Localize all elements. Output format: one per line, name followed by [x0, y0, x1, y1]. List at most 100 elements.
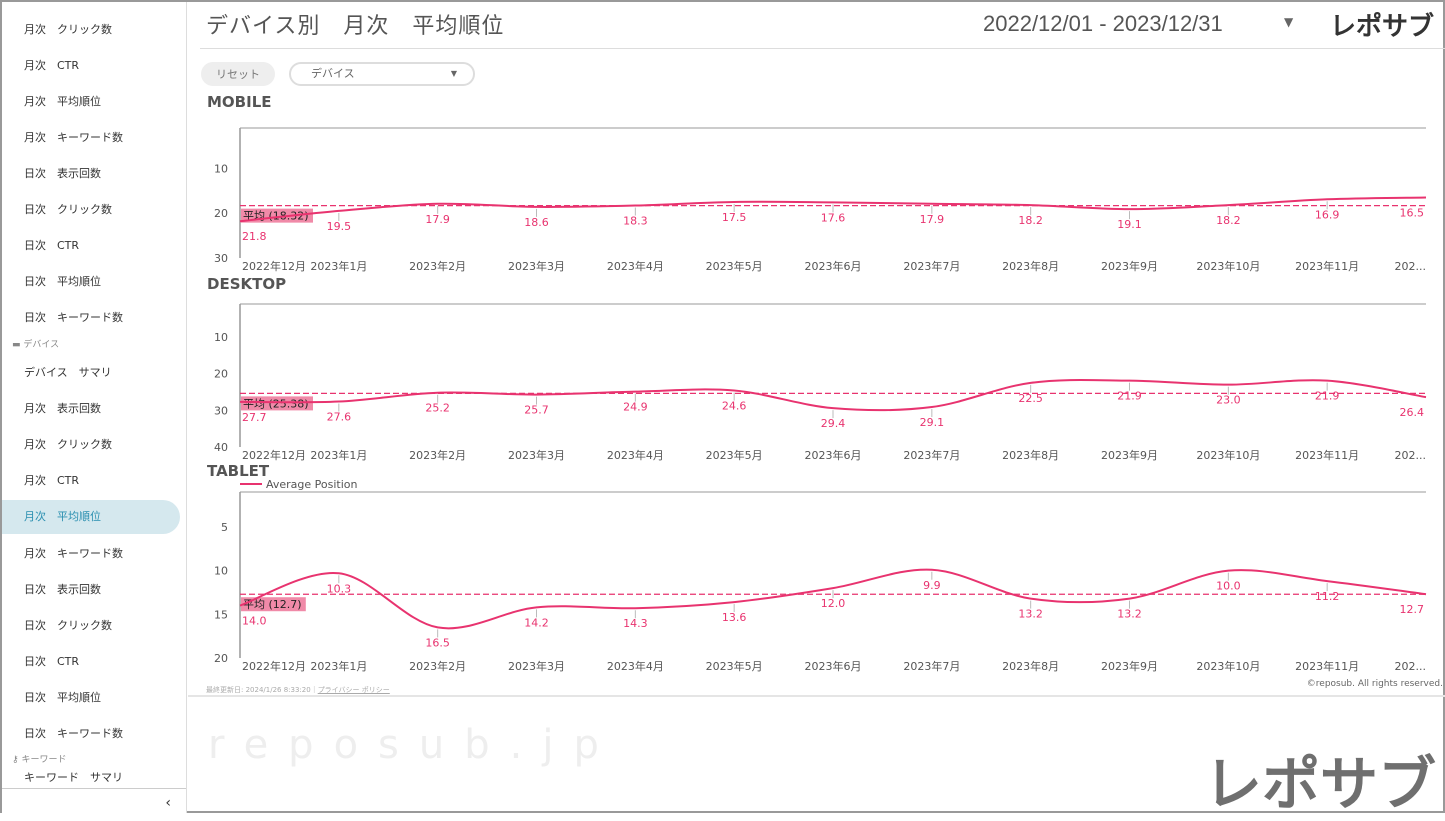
data-label: 14.0 [242, 615, 267, 628]
privacy-policy-link[interactable]: プライバシー ポリシー [317, 686, 390, 694]
device-select-value: デバイス [311, 67, 355, 80]
sidebar-item[interactable]: 日次 表示回数 [24, 167, 101, 180]
series-line [239, 196, 1427, 223]
sidebar-item[interactable]: 日次 クリック数 [24, 618, 112, 632]
data-label: 12.0 [821, 597, 846, 610]
sidebar-item[interactable]: 月次 クリック数 [24, 23, 112, 36]
x-tick-label: 2023年4月 [607, 659, 664, 673]
data-label: 17.9 [920, 213, 945, 226]
device-select[interactable]: デバイス ▼ [289, 62, 475, 86]
x-tick-label: 2023年6月 [805, 659, 862, 673]
x-tick-label: 2023年8月 [1002, 659, 1059, 673]
x-tick-label: 2022年12月 [242, 259, 306, 273]
x-tick-label: 2023年9月 [1101, 259, 1158, 273]
x-tick-label: 2023年3月 [508, 659, 565, 673]
y-tick-label: 30 [214, 252, 228, 265]
divider [188, 695, 1445, 697]
sidebar-item[interactable]: 日次 CTR [24, 239, 80, 252]
x-tick-label: 2023年4月 [607, 259, 664, 273]
reset-button[interactable]: リセット [201, 62, 275, 86]
sidebar-item[interactable]: デバイス サマリ [24, 366, 112, 379]
sidebar-item[interactable]: 日次 クリック数 [24, 203, 112, 216]
sidebar-item[interactable]: 月次 表示回数 [24, 402, 101, 416]
data-label: 14.2 [524, 616, 549, 629]
brand-logo: レポサブ [1204, 750, 1437, 818]
y-tick-label: 15 [214, 608, 228, 621]
main-content: reposub.jp デバイス別 月次 平均順位 2022/12/01 - 20… [188, 2, 1445, 818]
key-icon: ⚷ [12, 755, 22, 765]
x-tick-label: 2023年11月 [1295, 259, 1359, 273]
sidebar-item[interactable]: 月次 CTR [24, 474, 80, 488]
logo: レポサブ [1330, 12, 1435, 42]
data-label: 17.5 [722, 211, 747, 224]
data-label: 25.2 [425, 402, 450, 415]
data-label: 13.2 [1018, 608, 1043, 621]
x-tick-label: 2023年8月 [1002, 259, 1059, 273]
data-label: 14.3 [623, 617, 648, 630]
series-line [239, 378, 1427, 412]
x-tick-label: 2023年10月 [1196, 448, 1260, 462]
chevron-down-icon[interactable]: ▼ [1284, 15, 1294, 29]
data-label: 21.9 [1315, 390, 1340, 403]
divider [200, 48, 1445, 49]
x-tick-label: 2023年7月 [903, 259, 960, 273]
data-label: 19.5 [327, 220, 352, 233]
x-tick-label: 2023年11月 [1295, 659, 1359, 673]
x-tick-label: 202... [1395, 660, 1427, 673]
sidebar-item[interactable]: キーワード サマリ [24, 771, 123, 784]
sidebar-item[interactable]: 日次 表示回数 [24, 582, 101, 596]
footer-updated: 最終更新日: 2024/1/26 8:33:20｜プライバシー ポリシー [206, 685, 390, 695]
x-tick-label: 2022年12月 [242, 659, 306, 673]
data-label: 16.9 [1315, 208, 1340, 221]
sidebar-item[interactable]: 月次 平均順位 [24, 95, 101, 108]
average-label-box [241, 597, 306, 612]
sidebar-item[interactable]: 日次 CTR [24, 654, 80, 668]
sidebar-item[interactable]: 日次 キーワード数 [24, 311, 123, 324]
desktop-chart-title: DESKTOP [207, 275, 287, 293]
data-label: 19.1 [1117, 218, 1142, 231]
sidebar-item[interactable]: 日次 平均順位 [24, 275, 101, 288]
copyright: ©reposub. All rights reserved. [1306, 679, 1443, 689]
x-tick-label: 2023年1月 [310, 448, 367, 462]
chart-mobile: 10 20 30 2022年12月 2023年1月 2023年2月 2023年3月 2023年… [214, 127, 1427, 273]
collapse-sidebar-icon[interactable]: ‹ [165, 795, 171, 811]
data-label: 27.6 [327, 411, 352, 424]
x-tick-label: 2023年10月 [1196, 659, 1260, 673]
x-tick-label: 2023年10月 [1196, 259, 1260, 273]
data-label: 18.2 [1018, 214, 1043, 227]
data-label: 10.3 [327, 582, 352, 595]
chevron-down-icon: ▼ [450, 69, 457, 78]
sidebar-item[interactable]: 日次 キーワード数 [24, 727, 123, 740]
data-label: 12.7 [1400, 603, 1425, 616]
y-tick-label: 10 [214, 565, 228, 578]
y-tick-label: 5 [221, 521, 228, 534]
data-label: 26.4 [1400, 406, 1425, 419]
x-tick-label: 2023年4月 [607, 448, 664, 462]
x-tick-label: 2023年7月 [903, 448, 960, 462]
data-label: 13.6 [722, 611, 747, 624]
sidebar-footer: ‹ [2, 788, 186, 813]
x-tick-label: 2022年12月 [242, 448, 306, 462]
x-tick-label: 2023年5月 [706, 659, 763, 673]
data-label: 23.0 [1216, 394, 1241, 407]
tablet-chart-title: TABLET [207, 462, 270, 480]
data-label: 24.9 [623, 401, 648, 414]
date-range-picker[interactable]: 2022/12/01 - 2023/12/31 [983, 11, 1223, 36]
sidebar-item[interactable]: 月次 キーワード数 [24, 546, 123, 560]
charts: 10 20 30 2022年12月 2023年1月 2023年2月 2023年3月 2023年… [214, 127, 1427, 673]
data-label: 17.9 [425, 213, 450, 226]
x-tick-label: 2023年3月 [508, 259, 565, 273]
sidebar-item[interactable]: 日次 平均順位 [24, 690, 101, 704]
mobile-chart-title: MOBILE [207, 93, 272, 111]
monitor-icon: ▬ [12, 340, 24, 350]
data-label: 18.6 [524, 216, 549, 229]
chart-desktop: 10 20 30 40 2022年12月 2023年1月 2023年2月 2023年3月 202… [214, 303, 1427, 462]
sidebar-item[interactable]: 月次 平均順位 [2, 500, 180, 535]
section-keyword: ⚷ キーワード [12, 755, 66, 766]
y-tick-label: 20 [214, 368, 228, 381]
data-label: 21.9 [1117, 390, 1142, 403]
data-label: 27.7 [242, 411, 267, 424]
sidebar-item[interactable]: 月次 CTR [24, 59, 80, 72]
sidebar-item[interactable]: 月次 クリック数 [24, 438, 112, 452]
sidebar-item[interactable]: 月次 キーワード数 [24, 131, 123, 144]
